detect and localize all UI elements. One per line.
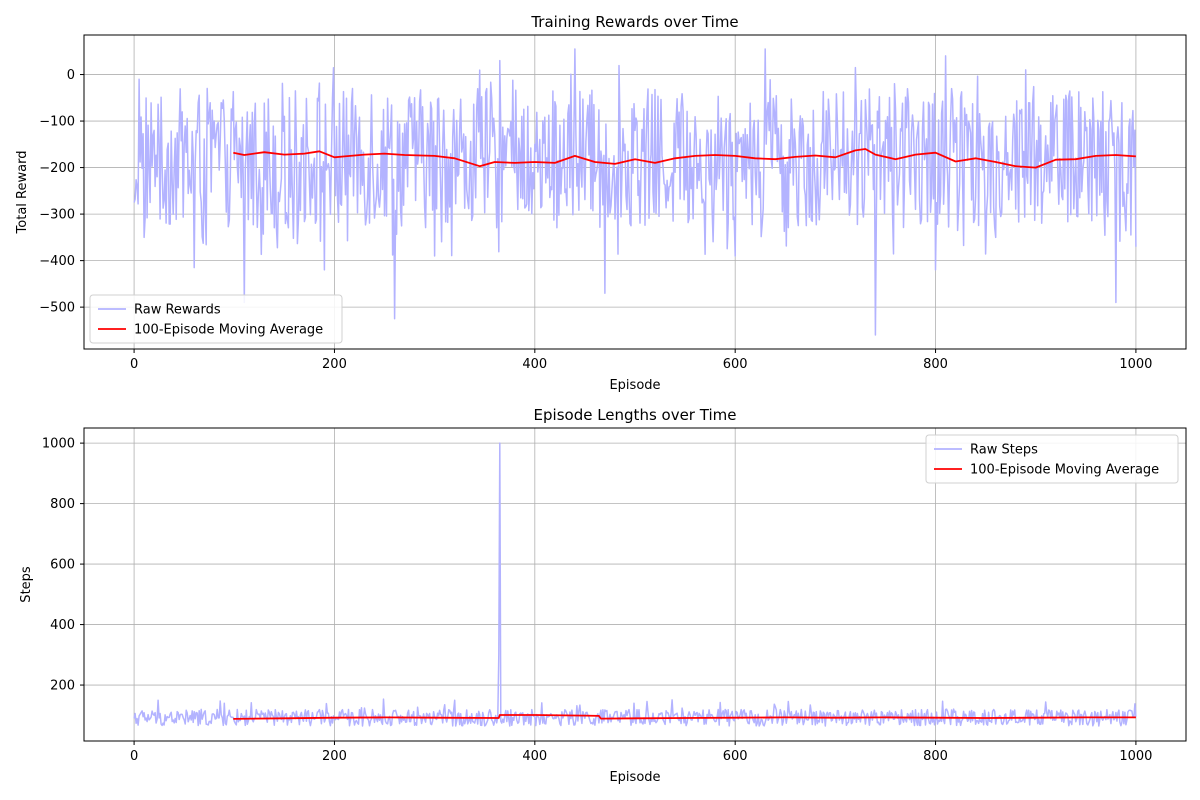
plot-frame xyxy=(83,34,1187,350)
plot-area xyxy=(133,48,1137,336)
series-line-1 xyxy=(133,442,1137,727)
plot-area xyxy=(133,442,1137,727)
x-axis-label: Episode xyxy=(609,378,660,393)
series-line-2 xyxy=(233,148,1136,169)
x-tick-label: 1000 xyxy=(1119,357,1152,372)
legend-box xyxy=(925,434,1179,484)
y-axis-label: Total Reward xyxy=(15,151,30,235)
y-tick-label: 800 xyxy=(50,497,75,512)
y-tick-label: 200 xyxy=(50,679,75,694)
chart-panel-1: 0 200 400 600 800 1000 0 −100 −200 −300 −400 −500 Tr… xyxy=(15,13,1187,393)
y-tick-label: 400 xyxy=(50,618,75,633)
y-tick-label: −400 xyxy=(39,254,75,269)
chart-title: Training Rewards over Time xyxy=(530,13,738,31)
y-tick-label: −300 xyxy=(39,208,75,223)
legend-box xyxy=(89,294,343,344)
y-axis-label: Steps xyxy=(19,566,34,603)
x-tick-label: 600 xyxy=(723,749,748,764)
legend: Raw Steps 100-Episode Moving Average xyxy=(925,434,1179,484)
legend-label: Raw Steps xyxy=(970,443,1038,458)
y-tick-label: −100 xyxy=(39,115,75,130)
chart-title: Episode Lengths over Time xyxy=(534,406,737,424)
y-tick-label: −500 xyxy=(39,301,75,316)
x-tick-label: 600 xyxy=(723,357,748,372)
series-line-2 xyxy=(233,714,1136,720)
y-tick-label: 0 xyxy=(67,68,75,83)
chart-panel-2: 0 200 400 600 800 1000 200 400 600 800 1000 Episode… xyxy=(19,406,1187,785)
x-tick-label: 800 xyxy=(923,749,948,764)
x-tick-label: 0 xyxy=(130,357,138,372)
legend: Raw Rewards 100-Episode Moving Average xyxy=(89,294,343,344)
legend-label: 100-Episode Moving Average xyxy=(970,463,1159,478)
x-tick-label: 0 xyxy=(130,749,138,764)
series-line-1 xyxy=(133,48,1137,336)
x-tick-label: 200 xyxy=(322,357,347,372)
y-tick-label: 600 xyxy=(50,558,75,573)
x-tick-label: 1000 xyxy=(1119,749,1152,764)
x-tick-label: 800 xyxy=(923,357,948,372)
x-tick-label: 200 xyxy=(322,749,347,764)
legend-label: 100-Episode Moving Average xyxy=(134,323,323,338)
plot-frame xyxy=(83,427,1187,742)
x-tick-label: 400 xyxy=(522,749,547,764)
x-axis-label: Episode xyxy=(609,770,660,785)
y-tick-label: 1000 xyxy=(42,437,75,452)
y-tick-label: −200 xyxy=(39,161,75,176)
legend-label: Raw Rewards xyxy=(134,303,221,318)
x-tick-label: 400 xyxy=(522,357,547,372)
